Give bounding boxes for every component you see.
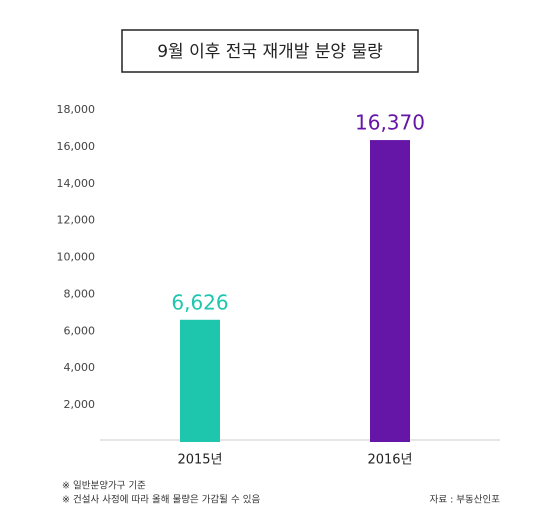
title-box bbox=[121, 29, 419, 73]
bar bbox=[180, 319, 220, 442]
note: ※ 일반분양가구 기준 bbox=[62, 481, 146, 492]
y-tick-label: 2,000 bbox=[64, 398, 96, 411]
value-label: 6,626 bbox=[171, 290, 228, 314]
y-tick-label: 6,000 bbox=[64, 324, 96, 337]
y-tick-label: 4,000 bbox=[64, 361, 96, 374]
y-tick-label: 10,000 bbox=[57, 251, 96, 264]
note: ※ 건설사 사정에 따라 올해 물량은 가감될 수 있음 bbox=[62, 494, 260, 506]
y-tick-label: 8,000 bbox=[64, 287, 96, 300]
chart-title: 9월 이후 전국 재개발 분양 물량 bbox=[157, 42, 383, 62]
y-tick-label: 16,000 bbox=[57, 140, 96, 153]
source: 자료 : 부동산인포 bbox=[430, 495, 501, 506]
x-tick-label: 2015년 bbox=[177, 453, 222, 468]
y-tick-label: 18,000 bbox=[57, 103, 96, 116]
value-label: 16,370 bbox=[355, 111, 425, 135]
y-tick-label: 12,000 bbox=[57, 214, 96, 227]
y-tick-label: 14,000 bbox=[57, 177, 96, 190]
x-tick-label: 2016년 bbox=[367, 453, 412, 468]
bar bbox=[370, 140, 410, 442]
